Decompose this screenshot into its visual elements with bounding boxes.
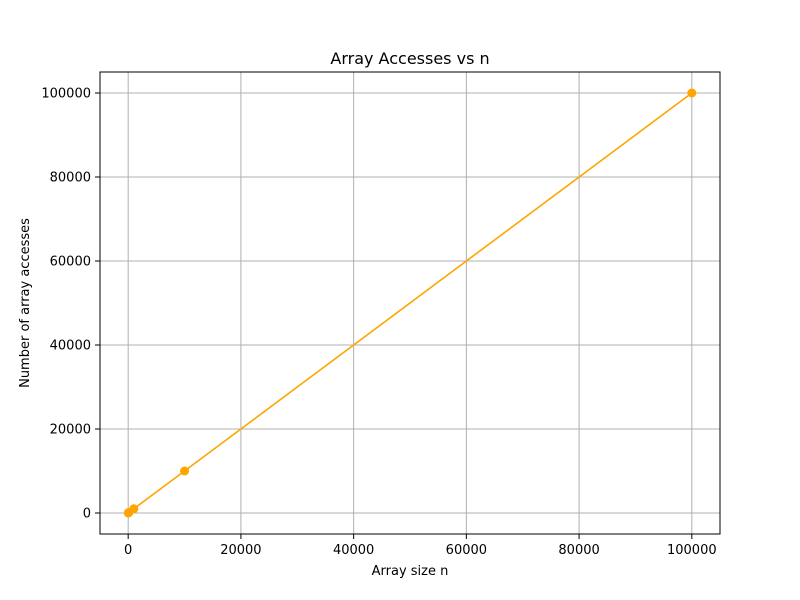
x-axis-ticks: 0 20000 40000 60000 80000 100000 bbox=[124, 534, 717, 558]
y-tick-label: 40000 bbox=[50, 339, 91, 354]
x-tick-label: 80000 bbox=[558, 543, 599, 558]
x-tick-label: 60000 bbox=[446, 543, 487, 558]
y-axis-ticks: 0 20000 40000 60000 80000 100000 bbox=[41, 87, 100, 522]
x-axis-label: Array size n bbox=[372, 564, 449, 579]
x-tick-label: 100000 bbox=[667, 543, 717, 558]
series-group bbox=[123, 88, 697, 518]
y-tick-label: 0 bbox=[83, 507, 91, 522]
y-tick-label: 20000 bbox=[50, 423, 91, 438]
x-tick-label: 20000 bbox=[220, 543, 261, 558]
data-point bbox=[129, 504, 139, 514]
y-axis-label: Number of array accesses bbox=[18, 218, 33, 388]
y-tick-label: 80000 bbox=[50, 171, 91, 186]
data-point bbox=[687, 88, 697, 98]
grid bbox=[100, 72, 720, 534]
data-point bbox=[180, 466, 190, 476]
x-tick-label: 40000 bbox=[333, 543, 374, 558]
y-tick-label: 60000 bbox=[50, 255, 91, 270]
x-tick-label: 0 bbox=[124, 543, 132, 558]
plot-frame bbox=[99, 71, 721, 535]
chart-title: Array Accesses vs n bbox=[330, 49, 489, 68]
y-tick-label: 100000 bbox=[41, 87, 91, 102]
